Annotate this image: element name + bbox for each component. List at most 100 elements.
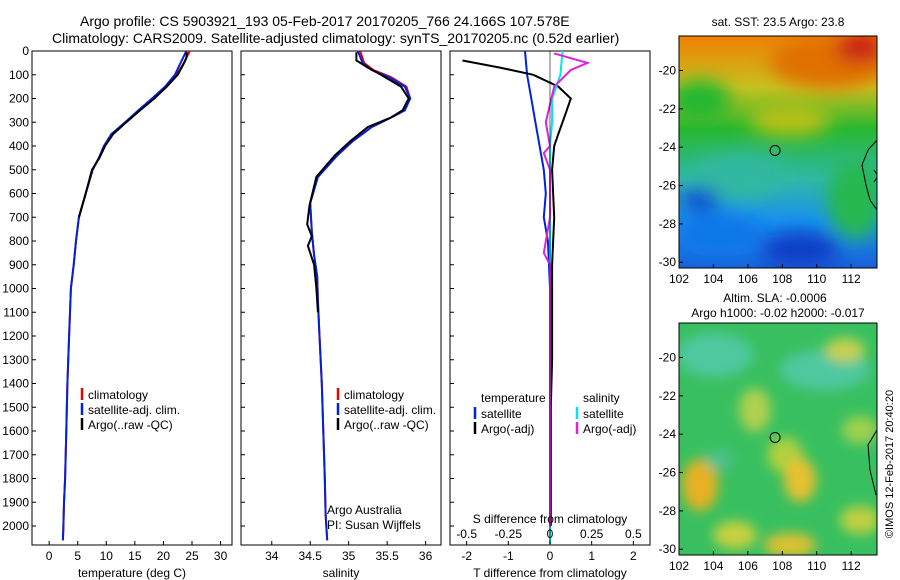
series-line-1 (524, 50, 551, 545)
x-tick-label: 5 (74, 549, 81, 563)
y-tick-label: 600 (9, 187, 29, 201)
x-tick-label: 2 (630, 549, 637, 563)
map-y-tick-label: -26 (659, 179, 677, 193)
map-x-tick-label: 102 (669, 559, 689, 573)
y-tick-label: 900 (9, 258, 29, 272)
x-tick-label: 0 (547, 549, 554, 563)
profile-panel-2 (240, 50, 442, 546)
map-x-tick-label: 106 (738, 272, 758, 286)
x-tick-label: 36 (419, 549, 433, 563)
top-tick-label: 0.5 (625, 527, 642, 541)
legend-header-salinity: salinity (583, 391, 620, 405)
x-tick-label: 35 (342, 549, 356, 563)
map-x-tick-label: 108 (772, 559, 792, 573)
map-x-tick-label: 110 (807, 559, 826, 573)
map-y-tick-label: -20 (659, 351, 677, 365)
map-x-tick-label: 112 (842, 272, 861, 286)
legend-label: Argo(-adj) (583, 422, 636, 436)
map-y-tick-label: -22 (659, 102, 677, 116)
top-tick-label: 0.25 (580, 527, 604, 541)
x-tick-label: 1 (588, 549, 595, 563)
top-tick-label: -0.25 (495, 527, 523, 541)
x-axis-label: T difference from climatology (473, 566, 627, 580)
map-x-tick-label: 110 (807, 272, 826, 286)
x-tick-label: 34 (265, 549, 279, 563)
legend-label: satellite-adj. clim. (88, 403, 180, 417)
y-tick-label: 1700 (2, 448, 29, 462)
y-tick-label: 300 (9, 115, 29, 129)
y-tick-label: 700 (9, 210, 29, 224)
y-tick-label: 100 (9, 68, 29, 82)
map-title: sat. SST: 23.5 Argo: 23.8 (712, 15, 845, 29)
float-location-marker (769, 144, 781, 156)
map-y-tick-label: -28 (659, 504, 677, 518)
plot-frame (240, 50, 442, 546)
header-line-2: Climatology: CARS2009. Satellite-adjuste… (52, 30, 620, 46)
map-y-tick-label: -24 (659, 140, 677, 154)
y-tick-label: 1300 (2, 353, 29, 367)
map-subtitle: Argo h1000: -0.02 h2000: -0.017 (691, 306, 865, 320)
map-y-tick-label: -22 (659, 389, 677, 403)
x-tick-label: 34.5 (299, 549, 323, 563)
plot-frame (31, 50, 233, 546)
series-line-3 (77, 52, 188, 218)
y-tick-label: 1900 (2, 495, 29, 509)
legend-header-temperature: temperature (481, 391, 546, 405)
y-tick-label: 500 (9, 163, 29, 177)
header-line-1: Argo profile: CS 5903921_193 05-Feb-2017… (80, 13, 570, 29)
map-x-tick-label: 104 (703, 272, 723, 286)
legend-label: satellite (481, 407, 522, 421)
y-tick-label: 200 (9, 92, 29, 106)
x-tick-label: 20 (157, 549, 171, 563)
map-x-tick-label: 106 (738, 559, 758, 573)
credit-annotation: PI: Susan Wijffels (327, 518, 421, 532)
x-tick-label: 0 (46, 549, 53, 563)
sla-map (679, 323, 877, 555)
legend-label: Argo(..raw -QC) (344, 418, 429, 432)
x-tick-label: -1 (503, 549, 514, 563)
legend-label: Argo(..raw -QC) (88, 418, 173, 432)
y-tick-label: 1000 (2, 282, 29, 296)
x-tick-label: 25 (185, 549, 199, 563)
series-line-3 (306, 52, 410, 313)
imos-watermark: ©IMOS 12-Feb-2017 20:40:20 (884, 390, 896, 538)
map-frame (678, 322, 878, 556)
credit-annotation: Argo Australia (327, 503, 402, 517)
x-tick-label: -2 (461, 549, 472, 563)
map-x-tick-label: 112 (842, 559, 861, 573)
legend-label: climatology (88, 388, 148, 402)
y-tick-label: 400 (9, 139, 29, 153)
profile-panel-1 (31, 50, 233, 546)
y-tick-label: 2000 (2, 519, 29, 533)
legend-label: Argo(-adj) (481, 422, 534, 436)
x-axis-label: temperature (deg C) (78, 566, 186, 580)
map-y-tick-label: -24 (659, 427, 677, 441)
y-tick-label: 1400 (2, 377, 29, 391)
map-x-tick-label: 104 (703, 559, 723, 573)
map-y-tick-label: -20 (659, 64, 677, 78)
series-line-2 (309, 50, 412, 541)
y-tick-label: 0 (22, 44, 29, 58)
map-y-tick-label: -26 (659, 466, 677, 480)
legend-label: climatology (344, 388, 404, 402)
top-axis-label: S difference from climatology (473, 512, 628, 526)
legend-label: satellite (583, 407, 624, 421)
y-tick-label: 1100 (3, 305, 29, 319)
map-y-tick-label: -30 (659, 255, 677, 269)
map-y-tick-label: -30 (659, 542, 677, 556)
x-tick-label: 35.5 (375, 549, 399, 563)
top-tick-label: 0 (547, 527, 554, 541)
sst-map (679, 36, 877, 268)
map-y-tick-label: -28 (659, 217, 677, 231)
x-tick-label: 30 (214, 549, 228, 563)
x-tick-label: 10 (100, 549, 114, 563)
map-x-tick-label: 102 (669, 272, 689, 286)
map-title: Altim. SLA: -0.0006 (723, 291, 827, 305)
y-tick-label: 1600 (2, 424, 29, 438)
y-tick-label: 800 (9, 234, 29, 248)
map-x-tick-label: 108 (772, 272, 792, 286)
x-tick-label: 15 (128, 549, 142, 563)
y-tick-label: 1800 (2, 472, 29, 486)
x-axis-label: salinity (323, 566, 360, 580)
